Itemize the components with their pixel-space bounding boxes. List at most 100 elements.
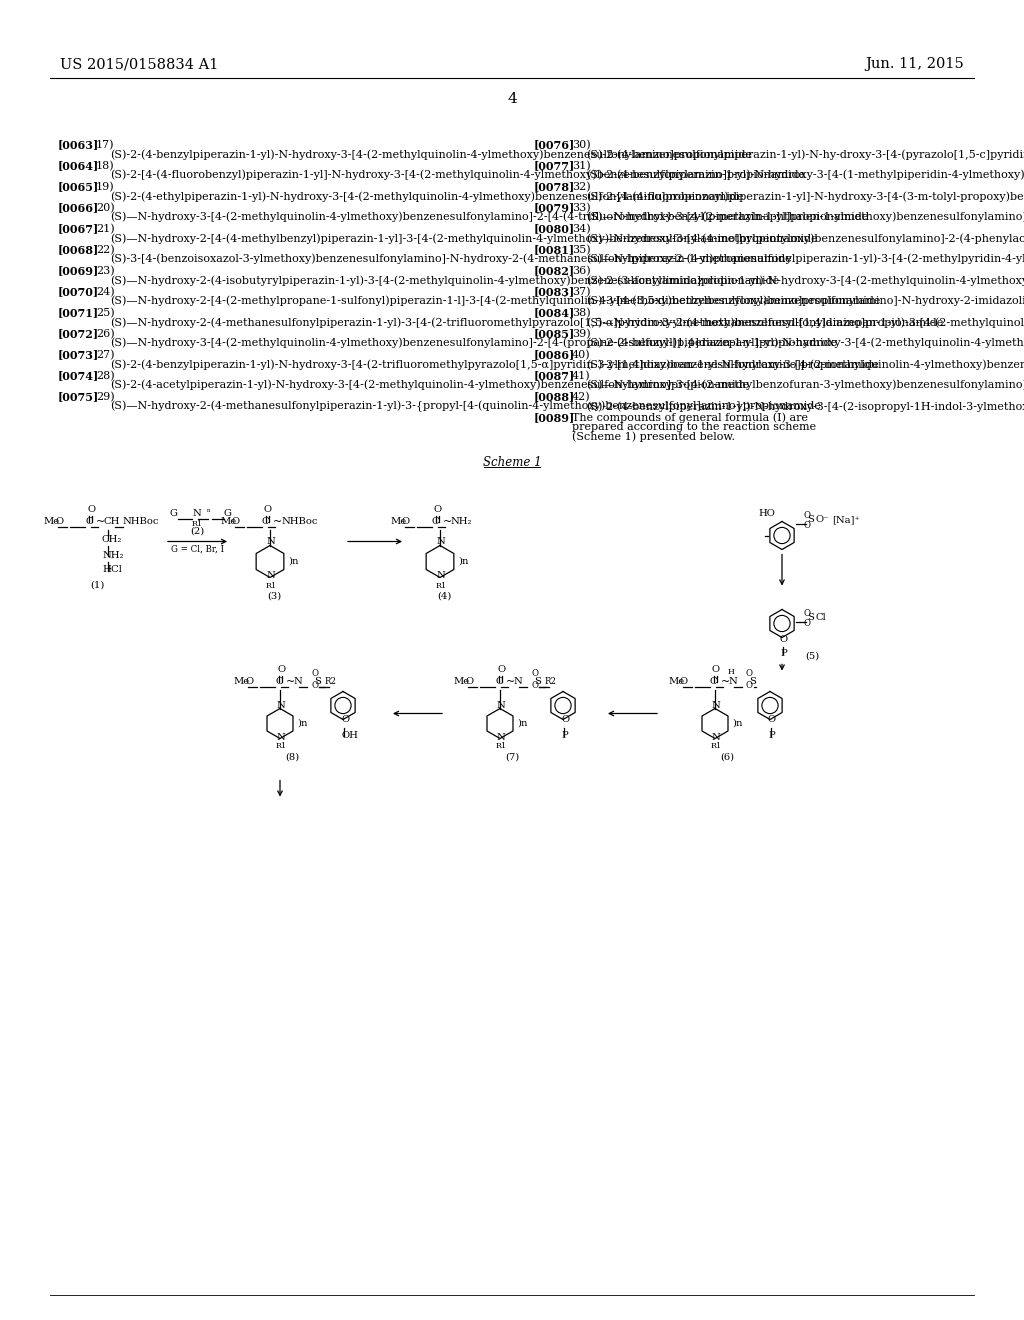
Text: ~: ~ (506, 676, 515, 686)
Text: (S)-2-(4-acetylpiperazin-1-yl)-N-hydroxy-3-[4-(2-methylquinolin-4-ylmethoxy)benz: (S)-2-(4-acetylpiperazin-1-yl)-N-hydroxy… (110, 380, 750, 391)
Text: O: O (804, 619, 811, 627)
Text: [0077]: [0077] (534, 160, 575, 172)
Text: [0069]: [0069] (58, 265, 99, 276)
Text: NH₂: NH₂ (450, 517, 471, 527)
Text: 40): 40) (572, 350, 591, 360)
Text: (7): (7) (505, 752, 519, 762)
Text: 38): 38) (572, 308, 591, 318)
Text: O: O (780, 635, 788, 644)
Text: prepared according to the reaction scheme: prepared according to the reaction schem… (572, 422, 816, 433)
Text: Me: Me (390, 517, 407, 527)
Text: O: O (402, 517, 411, 527)
Text: [0074]: [0074] (58, 370, 99, 381)
Text: [0068]: [0068] (58, 244, 99, 255)
Text: (S)—N-hydroxy-2-(4-methanesulfonyl-[1,4]diazepan-1-yl)-3-[4-(2-methylquinolin-4-: (S)—N-hydroxy-2-(4-methanesulfonyl-[1,4]… (586, 317, 1024, 327)
Text: H: H (102, 565, 111, 574)
Text: (S)-2-(4-benzyl-[1,4]diazepan-1-yl)-N-hydroxy-3-[4-(2-methylquinolin-4-ylmethoxy: (S)-2-(4-benzyl-[1,4]diazepan-1-yl)-N-hy… (586, 338, 1024, 348)
Text: 19): 19) (96, 182, 115, 191)
Text: O: O (531, 681, 538, 689)
Text: 26): 26) (96, 329, 115, 339)
Text: G: G (223, 508, 231, 517)
Text: 22): 22) (96, 244, 115, 255)
Text: [0089]: [0089] (534, 412, 575, 422)
Text: (S)-2-[1,4]diazocan-1-yl-N-hydroxy-3-[4-(2-methylquinolin-4-ylmethoxy)benzenesul: (S)-2-[1,4]diazocan-1-yl-N-hydroxy-3-[4-… (586, 359, 1024, 370)
Text: 23): 23) (96, 265, 115, 276)
Text: N: N (436, 572, 444, 581)
Text: [0072]: [0072] (58, 327, 99, 339)
Text: (S)-3-[4-(3,5-dimethylbenzyloxy)benzenesulfonylamino]-N-hydroxy-2-imidazolidin-1: (S)-3-[4-(3,5-dimethylbenzyloxy)benzenes… (586, 296, 1024, 306)
Text: ~: ~ (721, 676, 730, 686)
Text: (S)-2-(4-benzenesulfonylpiperazin-1-yl)-N-hy-droxy-3-[4-(pyrazolo[1,5-c]pyridin-: (S)-2-(4-benzenesulfonylpiperazin-1-yl)-… (586, 149, 1024, 160)
Text: [0080]: [0080] (534, 223, 575, 234)
Text: R2: R2 (545, 677, 557, 686)
Text: [0067]: [0067] (58, 223, 99, 234)
Text: 28): 28) (96, 371, 115, 381)
Text: 36): 36) (572, 265, 591, 276)
Text: O: O (311, 668, 318, 677)
Text: (S)—N-hydroxy-3-[4-(2-methylnaphthalen-1-ylmethoxy)benzenesulfonylamino]-2-(4-pr: (S)—N-hydroxy-3-[4-(2-methylnaphthalen-1… (586, 213, 1024, 223)
Text: (S)—N-hydroxy-2-(4-methanesulfonylpiperazin-1-yl)-3-[4-(2-trifluoromethylpyrazol: (S)—N-hydroxy-2-(4-methanesulfonylpipera… (110, 317, 943, 327)
Text: )n: )n (288, 557, 299, 565)
Text: [0085]: [0085] (534, 327, 575, 339)
Text: Me: Me (233, 677, 249, 686)
Text: P: P (768, 731, 775, 741)
Text: CH: CH (104, 517, 121, 527)
Text: C: C (710, 677, 718, 686)
Text: O: O (712, 664, 720, 673)
Text: R1: R1 (711, 742, 722, 751)
Text: (6): (6) (720, 752, 734, 762)
Text: 41): 41) (572, 371, 591, 381)
Text: O: O (232, 517, 240, 527)
Text: (S)-2-(3-acetylimidazolidin-1-yl)-N-hydroxy-3-[4-(2-methylquinolin-4-ylmethoxy)b: (S)-2-(3-acetylimidazolidin-1-yl)-N-hydr… (586, 275, 1024, 285)
Text: ~: ~ (443, 516, 453, 527)
Text: Me: Me (668, 677, 684, 686)
Text: (S)—N-hydroxy-3-[4-(2-methylbenzofuran-3-ylmethoxy)benzenesulfonylamino]-2-[4-(p: (S)—N-hydroxy-3-[4-(2-methylbenzofuran-3… (586, 380, 1024, 391)
Text: O⁻: O⁻ (816, 516, 829, 524)
Text: [0088]: [0088] (534, 391, 575, 403)
Text: (S)-2-(4-benzylpiperazin-1-yl)-N-hydroxy-3-[4-(2-isopropyl-1H-indol-3-ylmethoxy): (S)-2-(4-benzylpiperazin-1-yl)-N-hydroxy… (586, 401, 1024, 412)
Text: N: N (276, 701, 285, 710)
Text: 39): 39) (572, 329, 591, 339)
Text: [0064]: [0064] (58, 160, 99, 172)
Text: O: O (465, 677, 473, 686)
Text: Me: Me (220, 517, 237, 527)
Text: N: N (266, 537, 274, 546)
Text: [0071]: [0071] (58, 308, 99, 318)
Text: 34): 34) (572, 223, 591, 234)
Text: N: N (711, 733, 720, 742)
Text: 30): 30) (572, 140, 591, 150)
Text: (S)-2-[4-(4-fluorobenzoyl)piperazin-1-yl]-N-hydroxy-3-[4-(3-m-tolyl-propoxy)benz: (S)-2-[4-(4-fluorobenzoyl)piperazin-1-yl… (586, 191, 1024, 202)
Text: 27): 27) (96, 350, 115, 360)
Text: P: P (561, 731, 567, 741)
Text: O: O (55, 517, 63, 527)
Text: ·Cl: ·Cl (108, 565, 122, 574)
Text: (S)—N-hydroxy-2-[4-(4-methylbenzyl)piperazin-1-yl]-3-[4-(2-methylquinolin-4-ylme: (S)—N-hydroxy-2-[4-(4-methylbenzyl)piper… (110, 232, 817, 243)
Text: (5): (5) (805, 652, 819, 660)
Text: S: S (807, 516, 814, 524)
Text: NHBoc: NHBoc (122, 517, 159, 527)
Text: [0076]: [0076] (534, 139, 575, 150)
Text: S: S (749, 677, 756, 686)
Text: (Scheme 1) presented below.: (Scheme 1) presented below. (572, 432, 735, 442)
Text: [0087]: [0087] (534, 370, 575, 381)
Text: O: O (87, 504, 95, 513)
Text: (S)—N-hydroxy-3-[4-(2-methylquinolin-4-ylmethoxy)benzenesulfonylamino]-2-[4-(pro: (S)—N-hydroxy-3-[4-(2-methylquinolin-4-y… (110, 338, 838, 348)
Text: [0079]: [0079] (534, 202, 575, 213)
Text: H: H (728, 668, 735, 676)
Text: O: O (531, 668, 538, 677)
Text: P: P (780, 649, 786, 659)
Text: O: O (311, 681, 318, 689)
Text: (S)—N-hydroxy-2-(4-isobutyrylpiperazin-1-yl)-3-[4-(2-methylquinolin-4-ylmethoxy): (S)—N-hydroxy-2-(4-isobutyrylpiperazin-1… (110, 275, 779, 285)
Text: C: C (495, 677, 503, 686)
Text: [0065]: [0065] (58, 181, 99, 191)
Text: (4): (4) (437, 591, 452, 601)
Text: (1): (1) (90, 581, 104, 590)
Text: R1: R1 (276, 742, 287, 751)
Text: O: O (768, 715, 776, 725)
Text: (3): (3) (267, 591, 282, 601)
Text: O: O (434, 504, 442, 513)
Text: Scheme 1: Scheme 1 (482, 455, 542, 469)
Text: (S)-2-[4-(4-fluorobenzyl)piperazin-1-yl]-N-hydroxy-3-[4-(2-methylquinolin-4-ylme: (S)-2-[4-(4-fluorobenzyl)piperazin-1-yl]… (110, 170, 805, 181)
Text: O: O (264, 504, 272, 513)
Text: N: N (193, 508, 201, 517)
